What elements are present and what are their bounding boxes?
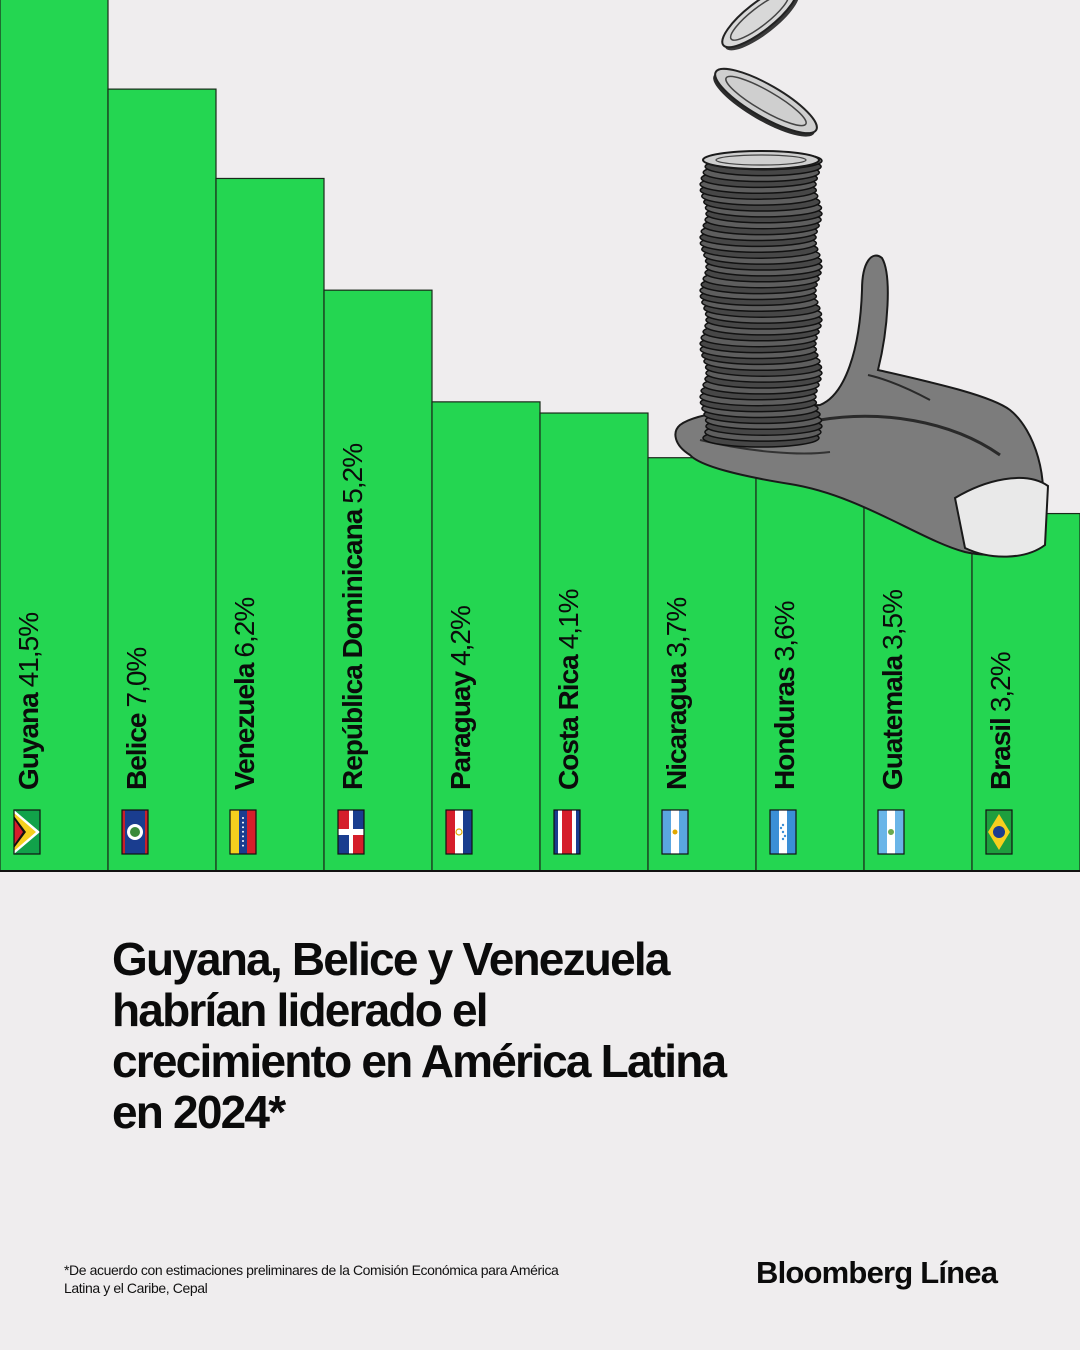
guyana-flag-icon [13,809,41,855]
country-name: Nicaragua [661,662,692,790]
country-name: Guyana [13,692,44,790]
bar-honduras [755,468,865,872]
bar-costa-rica [539,412,649,872]
bar-república-dominicana [323,289,433,872]
value-label: 3,7% [661,598,692,658]
paraguay-flag-icon [445,809,473,855]
bar-label: Belice 7,0% [121,648,152,790]
value-label: 3,2% [985,652,1016,712]
bar-label: Nicaragua 3,7% [661,598,692,790]
bar-paraguay [431,401,541,872]
country-name: República Dominicana [337,508,368,790]
page-title: Guyana, Belice y Venezuela habrían lider… [112,933,727,1138]
bar-label: República Dominicana 5,2% [337,444,368,790]
bar-guyana [0,0,109,872]
country-name: Guatemala [877,654,908,790]
value-label: 4,2% [445,606,476,666]
guatemala-flag-icon [877,809,905,855]
source-footnote: *De acuerdo con estimaciones preliminare… [64,1262,559,1296]
country-name: Paraguay [445,671,476,790]
country-name: Honduras [769,667,800,790]
bar-venezuela [215,177,325,872]
bar-label: Honduras 3,6% [769,601,800,790]
country-name: Costa Rica [553,654,584,790]
growth-bar-chart: Guyana 41,5% Belice 7,0% Venezuela 6,2% Repúbl… [0,0,1080,872]
honduras-flag-icon [769,809,797,855]
bar-label: Brasil 3,2% [985,652,1016,790]
hand-holding-coin-stack-icon [674,0,1050,558]
bar-label: Costa Rica 4,1% [553,589,584,790]
bar-label: Guatemala 3,5% [877,590,908,790]
value-label: 6,2% [229,598,260,658]
country-name: Belice [121,713,152,790]
value-label: 3,5% [877,590,908,650]
nicaragua-flag-icon [661,809,689,855]
bar-label: Venezuela 6,2% [229,598,260,790]
venezuela-flag-icon [229,809,257,855]
value-label: 3,6% [769,601,800,661]
dominican-republic-flag-icon [337,809,365,855]
value-label: 5,2% [337,444,368,504]
value-label: 7,0% [121,648,152,708]
bar-label: Paraguay 4,2% [445,606,476,790]
costa-rica-flag-icon [553,809,581,855]
belize-flag-icon [121,809,149,855]
value-label: 4,1% [553,589,584,649]
country-name: Brasil [985,718,1016,790]
bar-label: Guyana 41,5% [13,613,44,790]
bar-belice [107,88,217,872]
brazil-flag-icon [985,809,1013,855]
country-name: Venezuela [229,662,260,790]
brand-logo: Bloomberg Línea [756,1255,998,1290]
value-label: 41,5% [13,613,44,687]
